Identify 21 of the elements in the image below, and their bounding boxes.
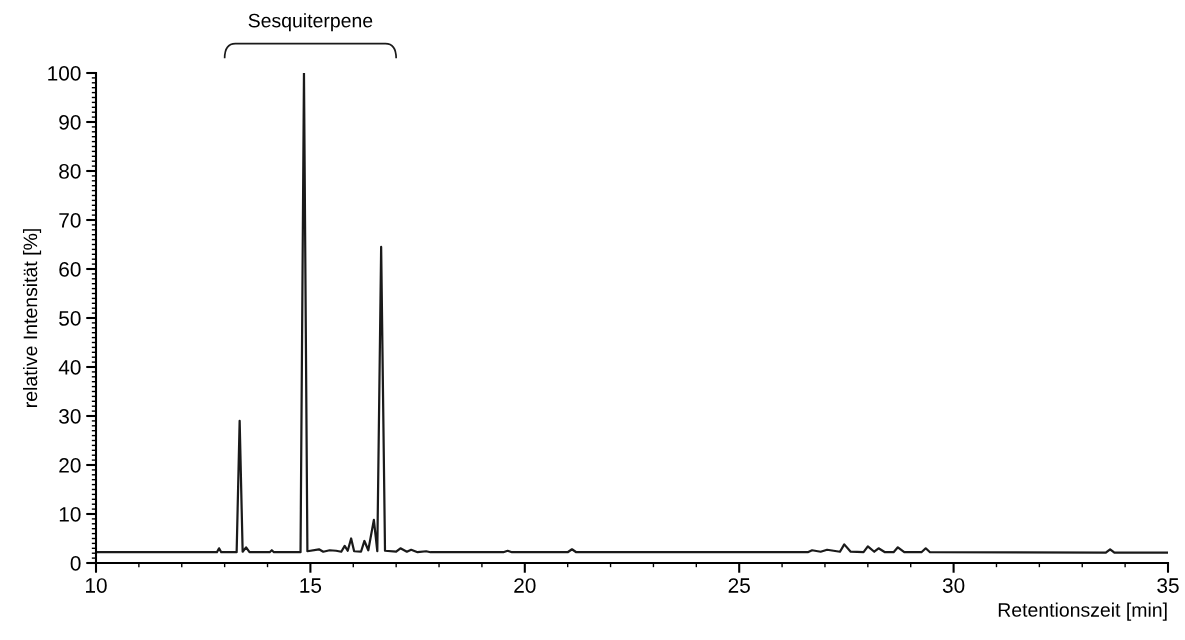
y-tick-label: 50 [59,311,81,326]
y-tick-label: 70 [59,213,81,228]
line-series [96,73,1168,554]
x-tick-label: 15 [300,578,322,593]
x-tick-label: 30 [942,578,965,593]
y-tick-label: 10 [59,507,81,522]
y-axis-title: relative Intensität [%] [22,229,42,407]
y-tick-label: 30 [59,409,81,424]
x-tick-label: 25 [728,578,750,593]
x-axis-title: Retentionszeit [min] [998,602,1167,621]
y-tick-label: 60 [59,262,81,277]
y-tick-label: 0 [70,556,81,571]
y-tick-label: 90 [59,115,81,130]
y-tick-label: 20 [59,458,81,473]
x-tick-label: 20 [514,578,536,593]
y-tick-label: 100 [48,66,81,81]
x-tick-label: 35 [1157,578,1179,593]
y-tick-label: 40 [58,360,81,375]
y-tick-label: 80 [59,164,81,179]
text: Sesquiterpene [248,13,373,32]
x-tick-label: 10 [86,578,107,593]
